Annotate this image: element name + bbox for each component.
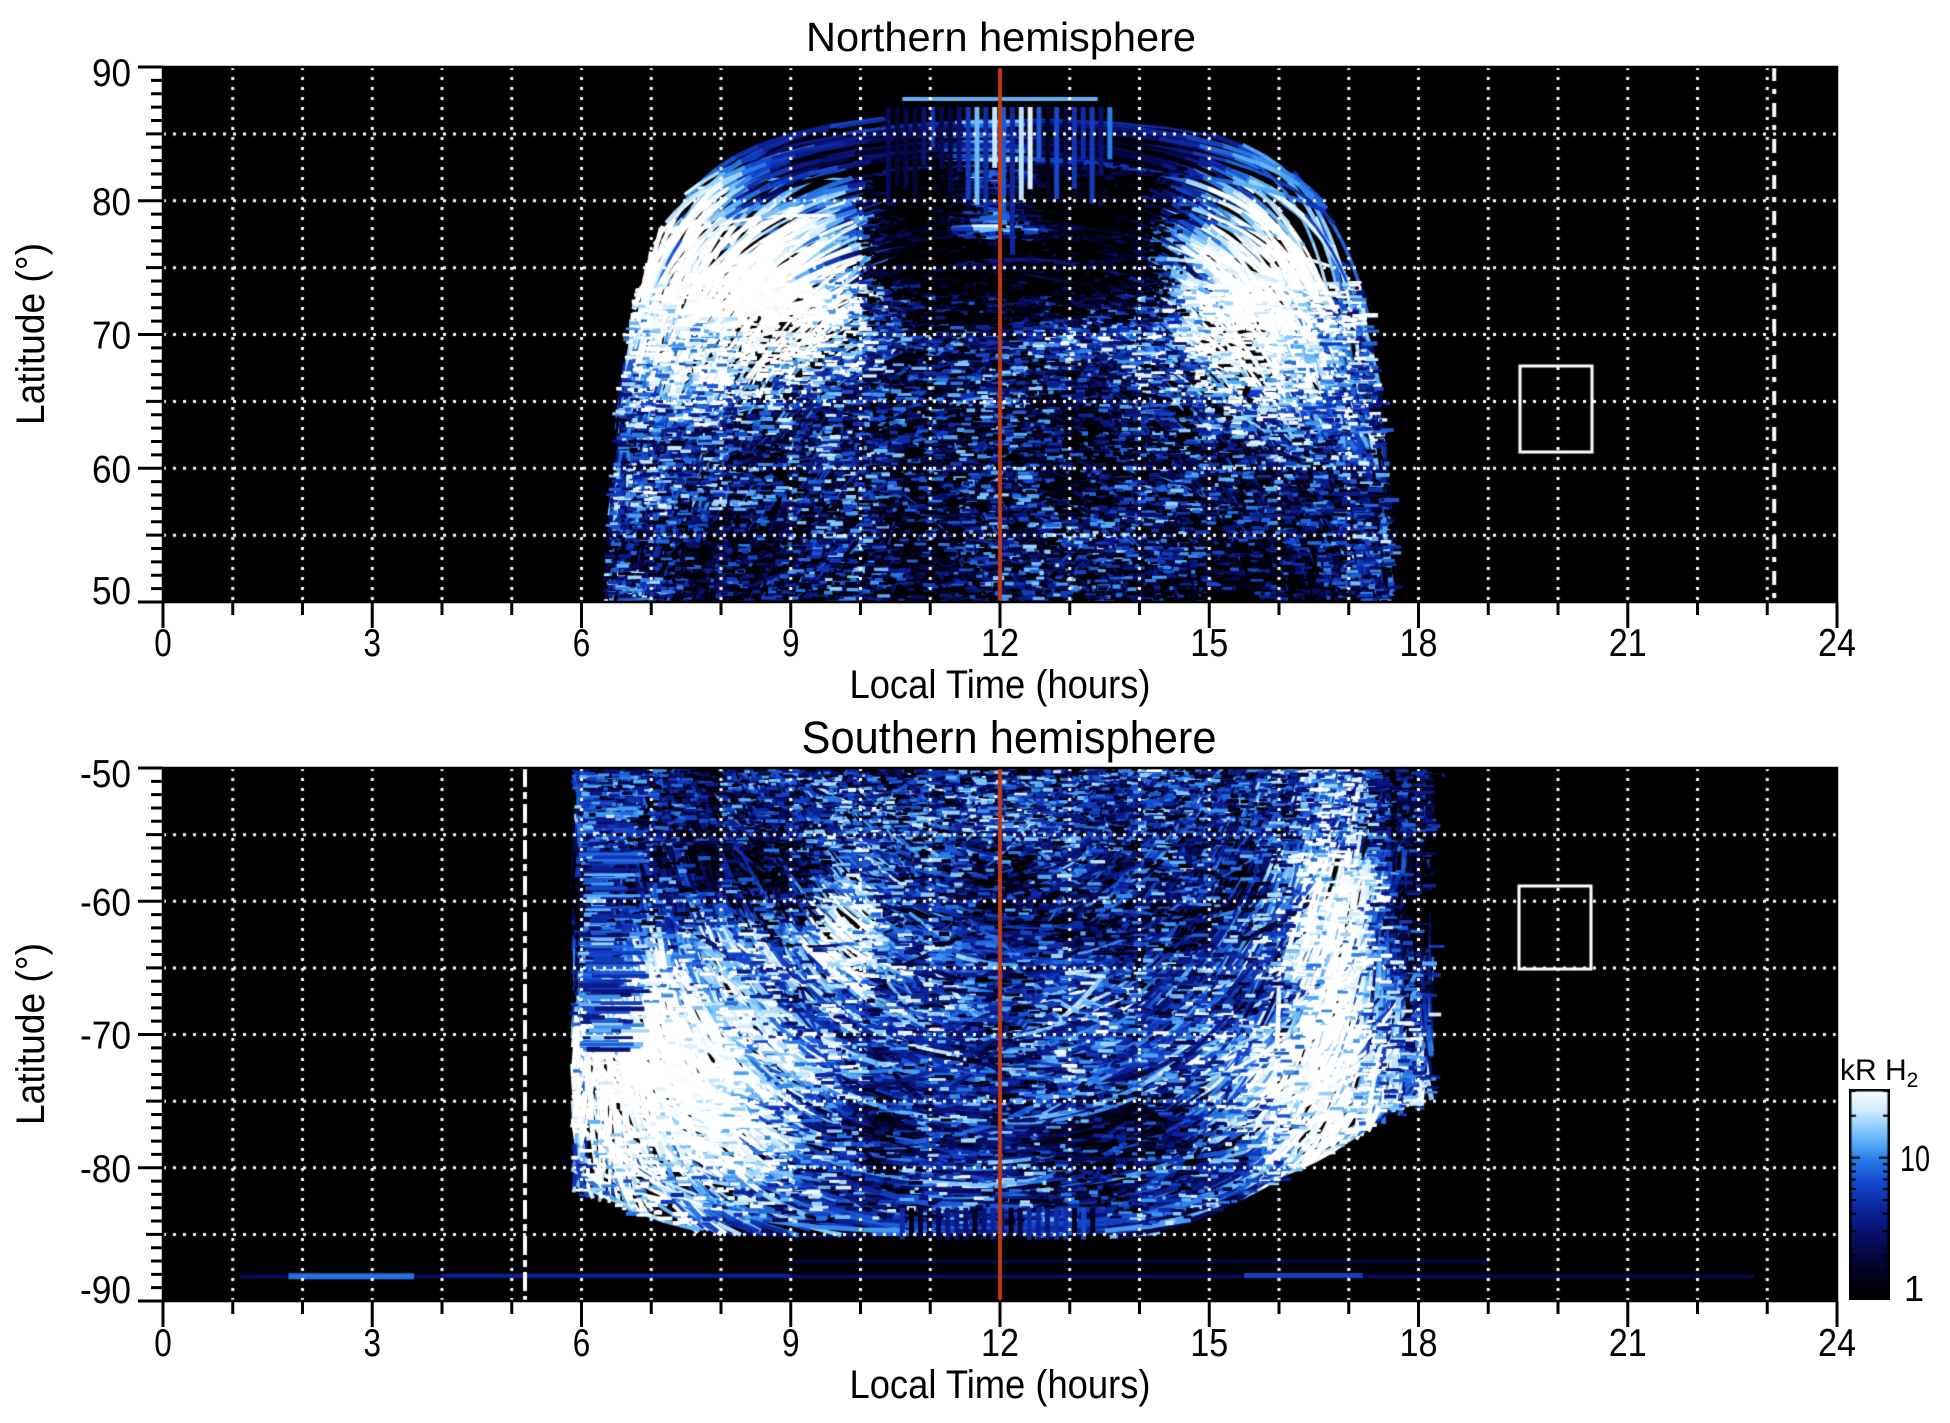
svg-text:-50: -50	[80, 753, 131, 796]
svg-text:9: 9	[782, 622, 800, 665]
svg-text:18: 18	[1400, 622, 1438, 665]
svg-text:Local Time (hours): Local Time (hours)	[850, 1363, 1151, 1407]
svg-text:15: 15	[1190, 622, 1228, 665]
svg-text:kR H2: kR H2	[1840, 1054, 1918, 1092]
svg-text:50: 50	[92, 570, 131, 613]
svg-text:70: 70	[92, 315, 131, 358]
svg-text:0: 0	[154, 1322, 172, 1365]
svg-text:9: 9	[782, 1322, 800, 1365]
svg-text:Southern hemisphere: Southern hemisphere	[802, 712, 1217, 763]
svg-text:Latitude (°): Latitude (°)	[9, 943, 53, 1125]
svg-text:24: 24	[1818, 622, 1856, 665]
svg-text:-90: -90	[80, 1269, 131, 1312]
svg-text:90: 90	[92, 52, 131, 95]
svg-text:60: 60	[92, 448, 131, 491]
svg-text:21: 21	[1609, 1322, 1647, 1365]
svg-text:-60: -60	[80, 881, 131, 924]
svg-text:-70: -70	[80, 1015, 131, 1058]
svg-text:12: 12	[981, 622, 1019, 665]
svg-text:3: 3	[364, 622, 382, 665]
svg-text:24: 24	[1818, 1322, 1856, 1365]
svg-text:Local Time (hours): Local Time (hours)	[850, 663, 1151, 707]
svg-text:3: 3	[364, 1322, 382, 1365]
svg-text:1: 1	[1904, 1268, 1924, 1309]
svg-text:6: 6	[573, 1322, 591, 1365]
svg-text:80: 80	[92, 181, 131, 224]
svg-text:12: 12	[981, 1322, 1019, 1365]
svg-text:15: 15	[1190, 1322, 1228, 1365]
svg-text:-80: -80	[80, 1148, 131, 1191]
svg-text:6: 6	[573, 622, 591, 665]
svg-text:Northern hemisphere: Northern hemisphere	[806, 14, 1196, 60]
svg-text:Latitude (°): Latitude (°)	[9, 243, 53, 425]
svg-text:10: 10	[1900, 1138, 1930, 1179]
svg-text:0: 0	[154, 622, 172, 665]
svg-text:18: 18	[1400, 1322, 1438, 1365]
svg-text:21: 21	[1609, 622, 1647, 665]
